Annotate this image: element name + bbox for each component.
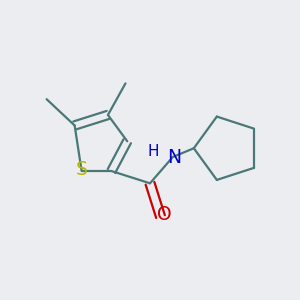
Text: O: O xyxy=(157,205,171,224)
Text: N: N xyxy=(167,148,182,166)
Text: S: S xyxy=(76,160,88,179)
Text: H: H xyxy=(148,144,159,159)
